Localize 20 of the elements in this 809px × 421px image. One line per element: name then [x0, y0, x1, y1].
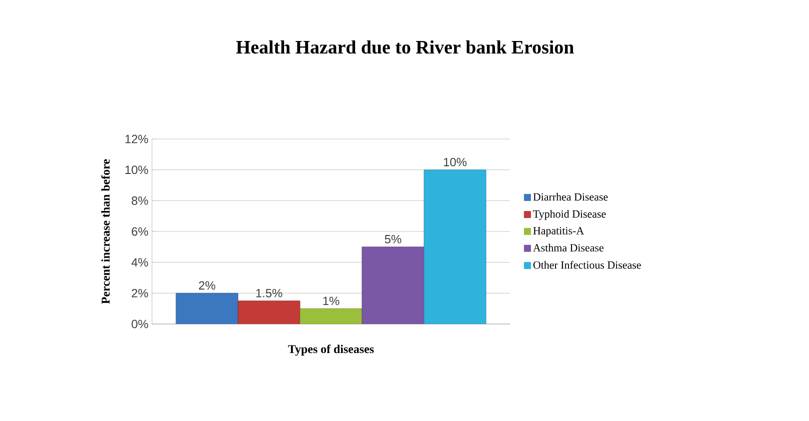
x-axis-title: Types of diseases	[288, 344, 374, 356]
data-label: 10%	[444, 158, 467, 166]
data-label: 5%	[384, 234, 402, 244]
y-tick-label: 0%	[132, 320, 148, 328]
data-label: 2%	[198, 281, 216, 290]
y-tick-label: 12%	[125, 134, 148, 144]
data-label: 1.5%	[256, 288, 282, 298]
y-tick-label: 6%	[132, 227, 148, 236]
y-tick-label: 10%	[125, 166, 148, 174]
chart-title: Health Hazard due to River bank Erosion	[236, 40, 574, 54]
legend-label: Typhoid Disease	[533, 210, 606, 220]
legend-label: Hapatitis-A	[533, 227, 584, 237]
data-label: 1%	[323, 296, 340, 306]
legend-label: Other Infectious Disease	[533, 260, 641, 269]
y-axis-title: Percent increase than before	[101, 159, 110, 304]
y-tick-label: 4%	[131, 258, 148, 267]
legend-label: Diarrhea Disease	[533, 192, 608, 201]
y-tick-label: 8%	[132, 196, 148, 205]
y-tick-label: 2%	[132, 288, 148, 298]
legend-label: Asthma Disease	[533, 244, 604, 252]
